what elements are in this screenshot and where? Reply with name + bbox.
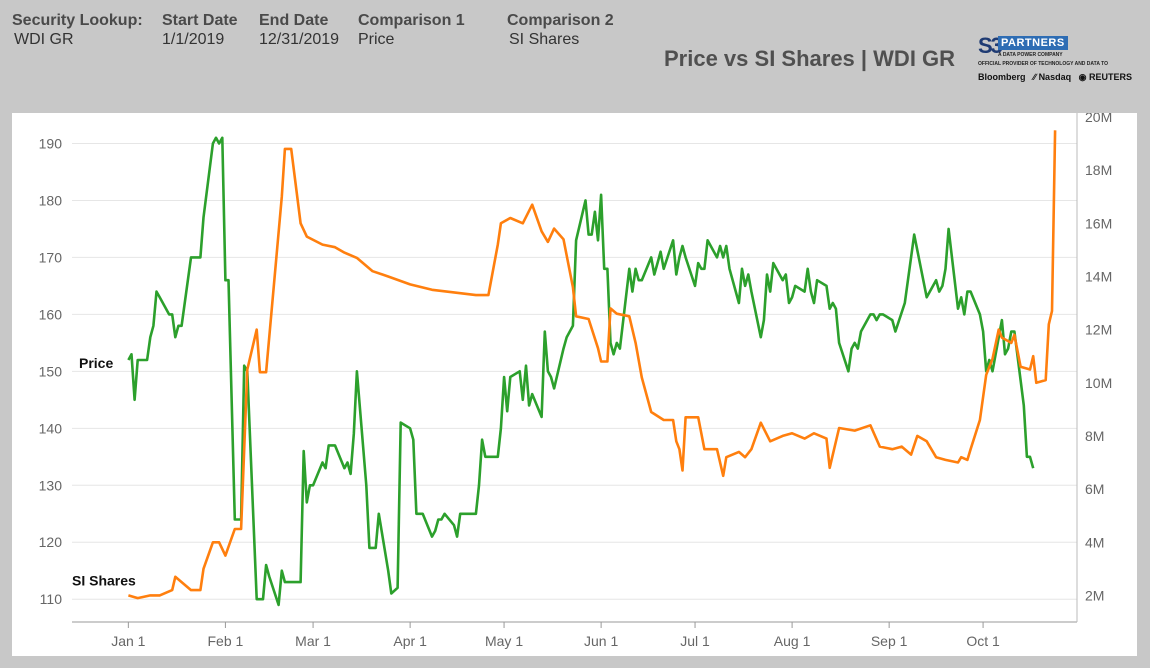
axes: 110 120 130 140 150 160 170 180 190 2M 4M 6M 8M 10M 12… [39, 109, 1113, 649]
y-left-tick-label: 130 [39, 477, 63, 493]
x-tick-label: Jan 1 [111, 633, 145, 649]
y-right-tick-label: 4M [1085, 534, 1104, 550]
series-labels: Price SI Shares [72, 355, 136, 588]
header-field-label: Start Date [162, 12, 238, 29]
y-right-tick-label: 2M [1085, 587, 1104, 603]
reuters-icon: ◉ [1078, 72, 1087, 82]
logo-provider-line: OFFICIAL PROVIDER OF TECHNOLOGY AND DATA… [978, 61, 1109, 67]
series-lines [127, 130, 1057, 607]
y-left-tick-label: 180 [39, 192, 63, 208]
y-left-tick-label: 120 [39, 534, 63, 550]
y-left-tick-label: 140 [39, 420, 63, 436]
header-field-label: Security Lookup: [12, 12, 143, 29]
chart-title: Price vs SI Shares | WDI GR [664, 46, 956, 71]
vendor-bloomberg: Bloomberg [978, 72, 1026, 82]
series-line-price [127, 136, 1035, 607]
vendor-nasdaq: Nasdaq [1038, 72, 1072, 82]
header-field-value: 12/31/2019 [259, 31, 340, 48]
nasdaq-icon: ∕∕ [1033, 72, 1037, 82]
x-tick-label: Mar 1 [295, 633, 331, 649]
y-left-tick-label: 150 [39, 363, 63, 379]
header-field: Security Lookup: WDI GR [12, 12, 143, 49]
header-field: End Date 12/31/2019 [259, 12, 339, 49]
vendor-reuters: REUTERS [1088, 72, 1132, 82]
x-tick-label: Jun 1 [584, 633, 618, 649]
series-line-si-shares [128, 130, 1057, 600]
header-field: Comparison 1 Price [358, 12, 465, 49]
x-tick-label: Apr 1 [393, 633, 427, 649]
header-field-value: Price [358, 31, 395, 48]
y-right-tick-label: 12M [1085, 322, 1112, 338]
x-tick-label: May 1 [485, 633, 523, 649]
y-left-tick-label: 190 [39, 135, 63, 151]
y-left-tick-label: 110 [40, 591, 63, 607]
logo-tagline: A DATA POWER COMPANY [998, 52, 1063, 58]
header-field-value: WDI GR [14, 31, 74, 48]
y-right-tick-label: 10M [1085, 375, 1112, 391]
series-label-price: Price [79, 355, 113, 371]
y-right-tick-label: 14M [1085, 268, 1112, 284]
x-tick-label: Feb 1 [208, 633, 244, 649]
x-tick-label: Oct 1 [966, 633, 1000, 649]
x-tick-label: Sep 1 [871, 633, 908, 649]
y-left-tick-label: 170 [39, 249, 63, 265]
y-right-tick-label: 16M [1085, 215, 1112, 231]
y-right-tick-label: 20M [1085, 113, 1112, 125]
logo-brand-name: PARTNERS [998, 36, 1068, 50]
s3-partners-logo: S3 PARTNERS A DATA POWER COMPANY OFFICIA… [976, 33, 1144, 89]
header-field-label: Comparison 1 [358, 12, 465, 29]
price-vs-si-chart: 110 120 130 140 150 160 170 180 190 2M 4M 6M 8M 10M 12… [39, 109, 1113, 649]
series-label-si-shares: SI Shares [72, 572, 136, 588]
header-field-label: Comparison 2 [507, 12, 614, 29]
logo-vendors: Bloomberg ∕∕ Nasdaq ◉ REUTERS [978, 72, 1132, 83]
header-field: Comparison 2 SI Shares [507, 12, 614, 49]
y-right-tick-label: 18M [1085, 162, 1112, 178]
header-field: Start Date 1/1/2019 [162, 12, 238, 49]
x-tick-label: Jul 1 [680, 633, 710, 649]
header-field-label: End Date [259, 12, 329, 29]
x-tick-label: Aug 1 [774, 633, 811, 649]
y-right-tick-label: 6M [1085, 481, 1104, 497]
plot-panel: 110 120 130 140 150 160 170 180 190 2M 4M 6M 8M 10M 12… [12, 109, 1137, 656]
y-right-tick-label: 8M [1085, 428, 1104, 444]
header-field-value: 1/1/2019 [162, 31, 225, 48]
header-field-value: SI Shares [509, 31, 580, 48]
y-left-tick-label: 160 [39, 306, 63, 322]
